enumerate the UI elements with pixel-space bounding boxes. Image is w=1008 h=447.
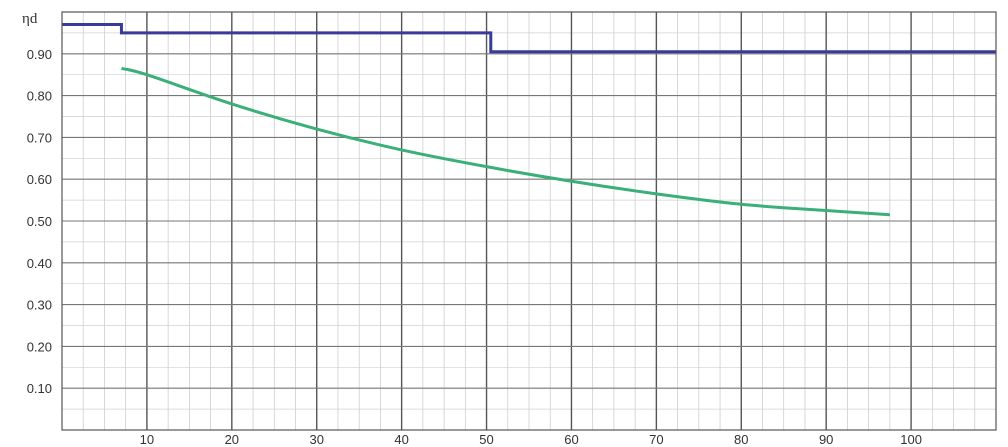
x-tick-label: 40	[394, 432, 408, 447]
major-grid	[62, 12, 996, 430]
series-line-1	[62, 23, 996, 54]
x-tick-label: 90	[819, 432, 833, 447]
x-tick-label: 30	[309, 432, 323, 447]
y-tick-label: 0.50	[27, 214, 52, 229]
x-tick-label: 100	[900, 432, 922, 447]
tick-labels: 10 20 30 40 50 60 70 80 90 100 0.10 0.20 0.30 0.40 0.5…	[27, 47, 922, 447]
plot-border	[61, 11, 997, 431]
x-tick-label: 70	[649, 432, 663, 447]
y-tick-label: 0.90	[27, 47, 52, 62]
x-tick-label: 10	[140, 432, 154, 447]
y-tick-label: 0.20	[27, 339, 52, 354]
x-tick-label: 60	[564, 432, 578, 447]
y-tick-label: 0.30	[27, 298, 52, 313]
y-tick-label: 0.80	[27, 89, 52, 104]
x-tick-label: 20	[225, 432, 239, 447]
x-tick-label: 80	[734, 432, 748, 447]
y-tick-label: 0.10	[27, 381, 52, 396]
y-axis-label: ηd	[22, 11, 38, 27]
y-tick-label: 0.60	[27, 172, 52, 187]
y-tick-label: 0.70	[27, 130, 52, 145]
series-line-2	[121, 66, 890, 217]
x-tick-label: 50	[479, 432, 493, 447]
y-tick-label: 0.40	[27, 256, 52, 271]
series-layer	[62, 23, 996, 217]
